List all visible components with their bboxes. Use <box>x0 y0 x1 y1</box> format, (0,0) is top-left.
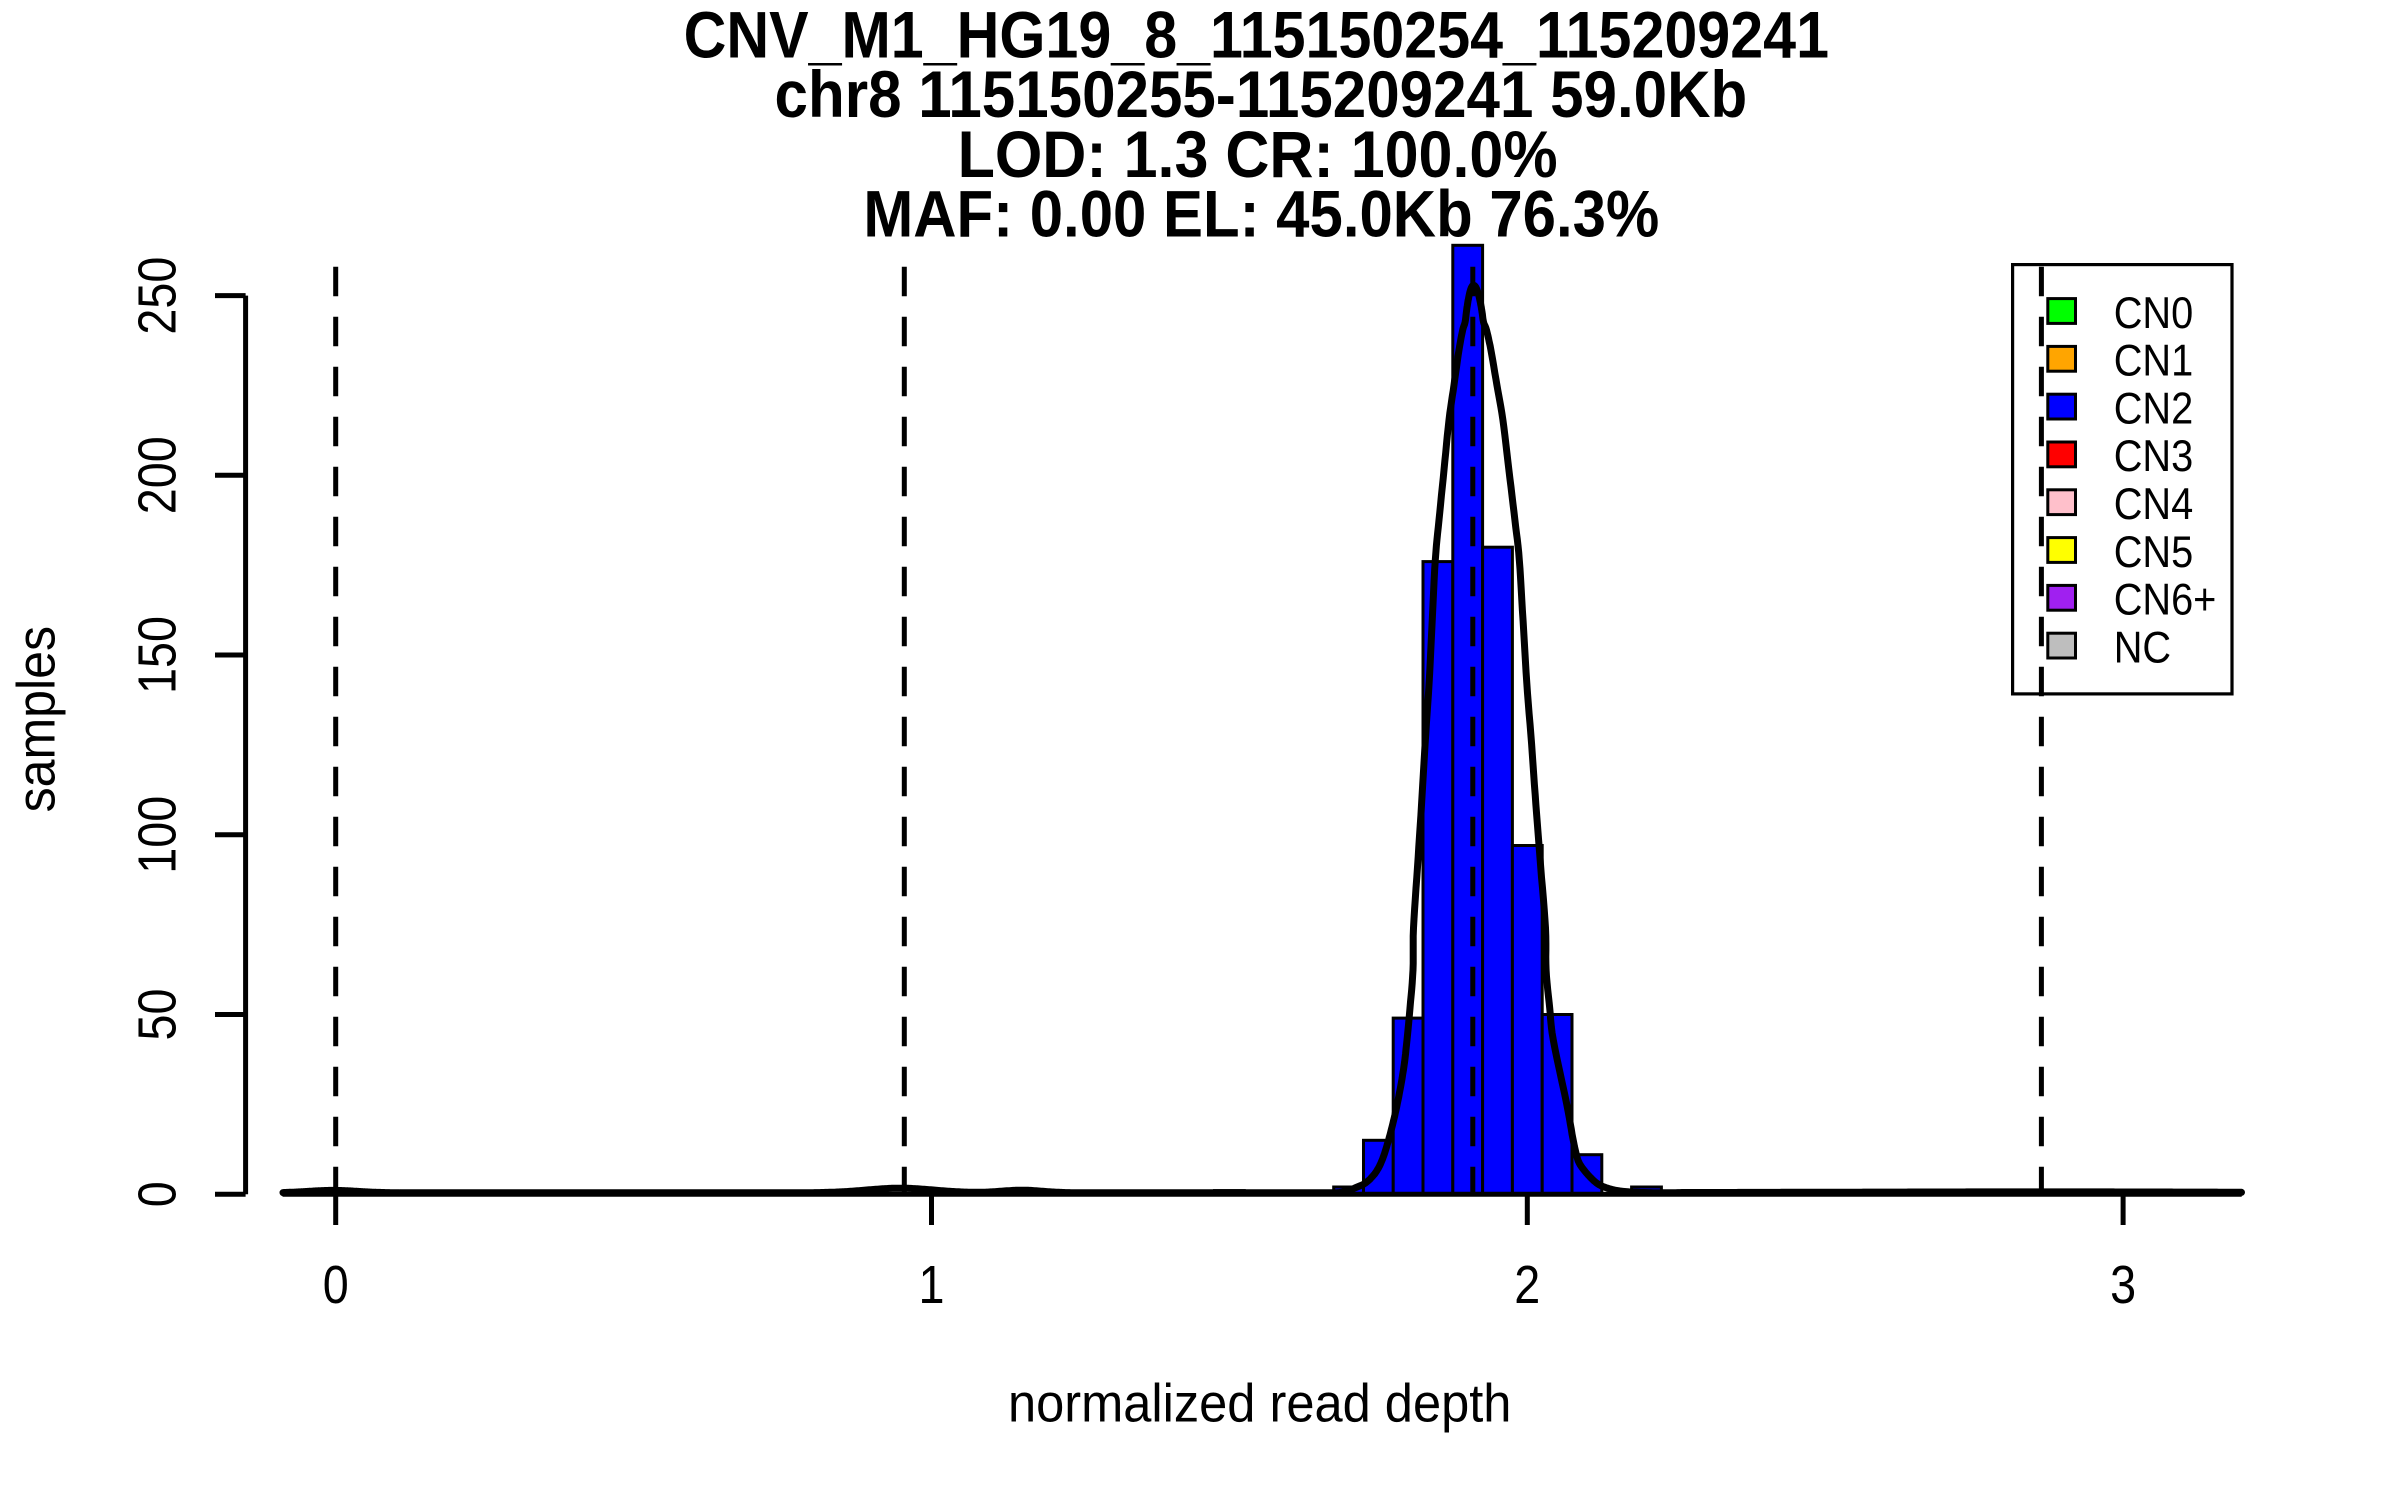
svg-text:CN6+: CN6+ <box>2114 576 2217 625</box>
svg-text:1: 1 <box>919 1255 945 1315</box>
svg-text:normalized read depth: normalized read depth <box>1008 1373 1512 1433</box>
svg-text:CN0: CN0 <box>2114 289 2194 338</box>
svg-text:CN4: CN4 <box>2114 480 2194 529</box>
svg-text:2: 2 <box>1514 1255 1540 1315</box>
svg-text:50: 50 <box>128 989 188 1041</box>
svg-text:200: 200 <box>128 436 188 514</box>
svg-text:LOD: 1.3 CR: 100.0%: LOD: 1.3 CR: 100.0% <box>958 117 1558 191</box>
svg-text:MAF: 0.00 EL: 45.0Kb 76.3%: MAF: 0.00 EL: 45.0Kb 76.3% <box>863 177 1659 251</box>
svg-text:150: 150 <box>128 616 188 694</box>
svg-text:0: 0 <box>323 1255 349 1315</box>
svg-text:100: 100 <box>128 796 188 874</box>
svg-text:chr8 115150255-115209241 59.0K: chr8 115150255-115209241 59.0Kb <box>775 57 1748 131</box>
svg-text:CN1: CN1 <box>2114 337 2194 386</box>
svg-text:samples: samples <box>7 626 67 812</box>
svg-text:0: 0 <box>128 1181 188 1207</box>
svg-text:3: 3 <box>2110 1255 2136 1315</box>
svg-text:CN3: CN3 <box>2114 432 2194 481</box>
svg-text:CNV_M1_HG19_8_115150254_115209: CNV_M1_HG19_8_115150254_115209241 <box>684 0 1829 71</box>
svg-text:250: 250 <box>128 257 188 335</box>
svg-text:NC: NC <box>2114 623 2171 672</box>
svg-text:CN2: CN2 <box>2114 384 2194 433</box>
svg-text:CN5: CN5 <box>2114 528 2194 577</box>
